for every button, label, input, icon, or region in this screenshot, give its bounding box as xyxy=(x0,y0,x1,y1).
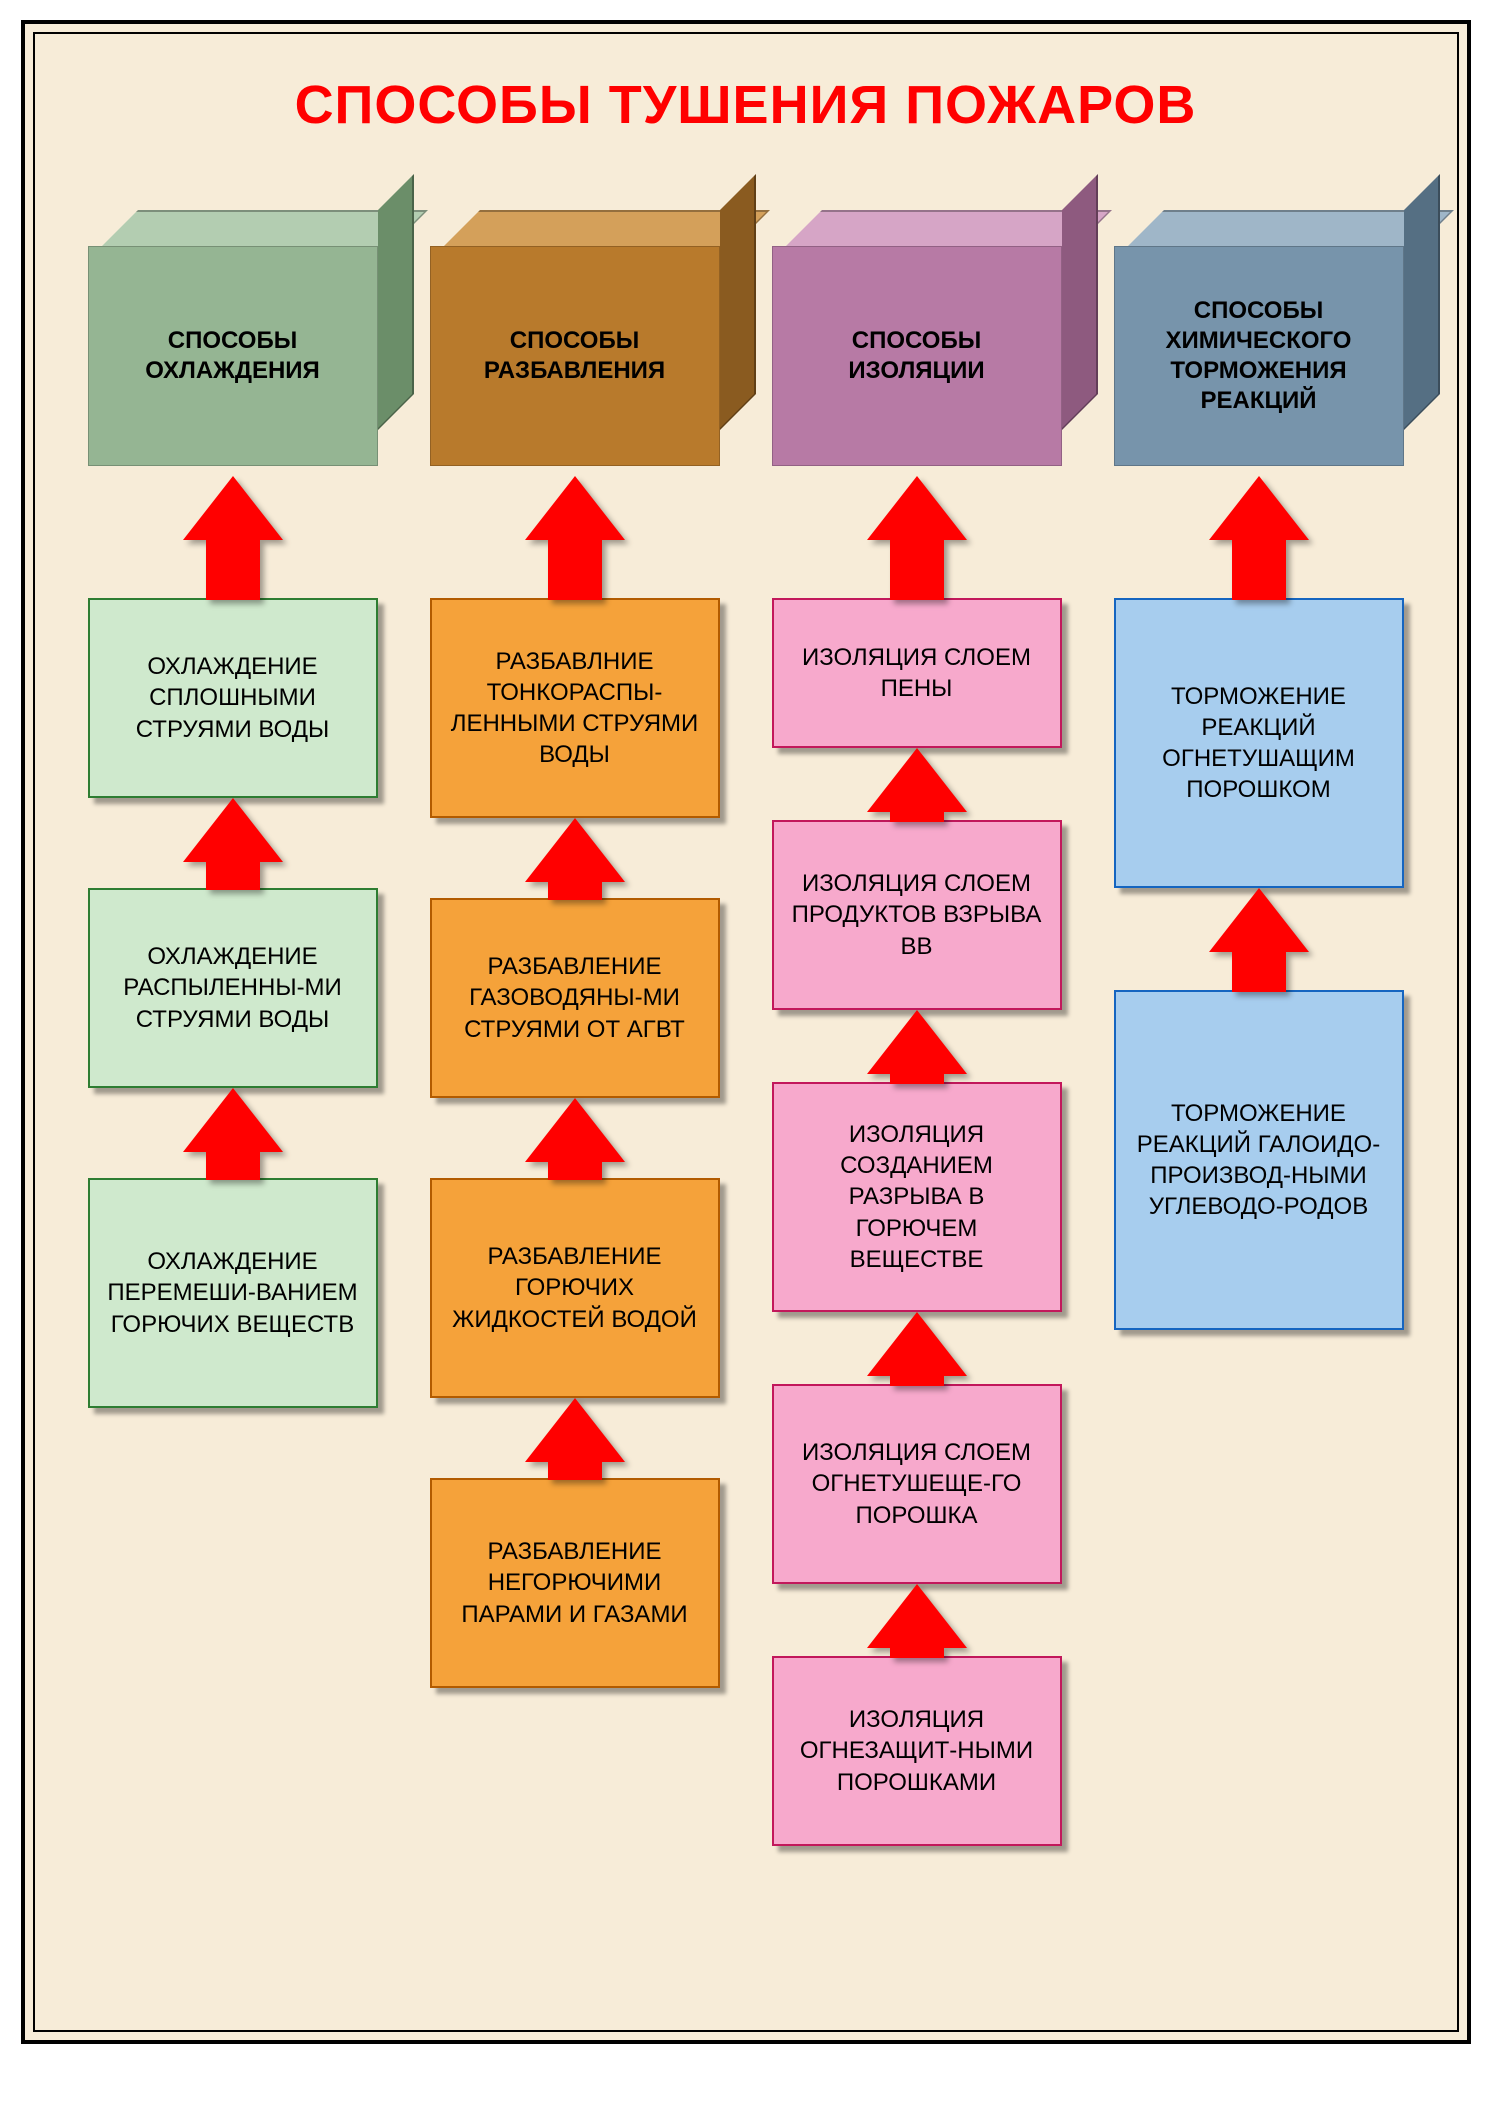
method-box: РАЗБАВЛЕНИЕ НЕГОРЮЧИМИ ПАРАМИ И ГАЗАМИ xyxy=(430,1478,720,1688)
method-box: ТОРМОЖЕНИЕ РЕАКЦИЙ ОГНЕТУШАЩИМ ПОРОШКОМ xyxy=(1114,598,1404,888)
method-box: ИЗОЛЯЦИЯ СЛОЕМ ПЕНЫ xyxy=(772,598,1062,748)
column-header-cooling: СПОСОБЫ ОХЛАЖДЕНИЯ xyxy=(88,246,378,466)
up-arrow-icon xyxy=(890,1584,944,1658)
column-header-isolation: СПОСОБЫ ИЗОЛЯЦИИ xyxy=(772,246,1062,466)
column-header-inhibition: СПОСОБЫ ХИМИЧЕСКОГО ТОРМОЖЕНИЯ РЕАКЦИЙ xyxy=(1114,246,1404,466)
method-box: ТОРМОЖЕНИЕ РЕАКЦИЙ ГАЛОИДО-ПРОИЗВОД-НЫМИ… xyxy=(1114,990,1404,1330)
method-box: ИЗОЛЯЦИЯ ОГНЕЗАЩИТ-НЫМИ ПОРОШКАМИ xyxy=(772,1656,1062,1846)
up-arrow-icon xyxy=(206,1088,260,1180)
column-header-label: СПОСОБЫ ИЗОЛЯЦИИ xyxy=(772,246,1062,466)
inner-frame: СПОСОБЫ ТУШЕНИЯ ПОЖАРОВ СПОСОБЫ ОХЛАЖДЕН… xyxy=(33,32,1459,2032)
column-isolation: СПОСОБЫ ИЗОЛЯЦИИ ИЗОЛЯЦИЯ СЛОЕМ ПЕНЫ ИЗОЛЯ… xyxy=(755,246,1079,1846)
up-arrow-icon xyxy=(890,1010,944,1084)
column-header-label: СПОСОБЫ РАЗБАВЛЕНИЯ xyxy=(430,246,720,466)
column-header-label: СПОСОБЫ ХИМИЧЕСКОГО ТОРМОЖЕНИЯ РЕАКЦИЙ xyxy=(1114,246,1404,466)
up-arrow-icon xyxy=(548,1398,602,1480)
column-header-label: СПОСОБЫ ОХЛАЖДЕНИЯ xyxy=(88,246,378,466)
up-arrow-icon xyxy=(890,1312,944,1386)
method-box: РАЗБАВЛЕНИЕ ГАЗОВОДЯНЫ-МИ СТРУЯМИ ОТ АГВ… xyxy=(430,898,720,1098)
up-arrow-icon xyxy=(890,748,944,822)
up-arrow-icon xyxy=(1232,476,1286,600)
up-arrow-icon xyxy=(548,1098,602,1180)
column-inhibition: СПОСОБЫ ХИМИЧЕСКОГО ТОРМОЖЕНИЯ РЕАКЦИЙ ТО… xyxy=(1097,246,1421,1846)
method-box: РАЗБАВЛЕНИЕ ГОРЮЧИХ ЖИДКОСТЕЙ ВОДОЙ xyxy=(430,1178,720,1398)
column-dilution: СПОСОБЫ РАЗБАВЛЕНИЯ РАЗБАВЛНИЕ ТОНКОРАСПЫ… xyxy=(413,246,737,1846)
page-title: СПОСОБЫ ТУШЕНИЯ ПОЖАРОВ xyxy=(71,74,1421,136)
method-box: ОХЛАЖДЕНИЕ ПЕРЕМЕШИ-ВАНИЕМ ГОРЮЧИХ ВЕЩЕС… xyxy=(88,1178,378,1408)
method-box: ОХЛАЖДЕНИЕ РАСПЫЛЕННЫ-МИ СТРУЯМИ ВОДЫ xyxy=(88,888,378,1088)
up-arrow-icon xyxy=(1232,888,1286,992)
method-box: ИЗОЛЯЦИЯ СОЗДАНИЕМ РАЗРЫВА В ГОРЮЧЕМ ВЕЩ… xyxy=(772,1082,1062,1312)
method-box: ИЗОЛЯЦИЯ СЛОЕМ ОГНЕТУШЕЩЕ-ГО ПОРОШКА xyxy=(772,1384,1062,1584)
up-arrow-icon xyxy=(206,798,260,890)
method-box: ИЗОЛЯЦИЯ СЛОЕМ ПРОДУКТОВ ВЗРЫВА ВВ xyxy=(772,820,1062,1010)
columns-container: СПОСОБЫ ОХЛАЖДЕНИЯ ОХЛАЖДЕНИЕ СПЛОШНЫМИ С… xyxy=(71,246,1421,1846)
column-header-dilution: СПОСОБЫ РАЗБАВЛЕНИЯ xyxy=(430,246,720,466)
up-arrow-icon xyxy=(548,476,602,600)
method-box: ОХЛАЖДЕНИЕ СПЛОШНЫМИ СТРУЯМИ ВОДЫ xyxy=(88,598,378,798)
method-box: РАЗБАВЛНИЕ ТОНКОРАСПЫ-ЛЕННЫМИ СТРУЯМИ ВО… xyxy=(430,598,720,818)
outer-frame: СПОСОБЫ ТУШЕНИЯ ПОЖАРОВ СПОСОБЫ ОХЛАЖДЕН… xyxy=(21,20,1471,2044)
up-arrow-icon xyxy=(890,476,944,600)
column-cooling: СПОСОБЫ ОХЛАЖДЕНИЯ ОХЛАЖДЕНИЕ СПЛОШНЫМИ С… xyxy=(71,246,395,1846)
up-arrow-icon xyxy=(206,476,260,600)
up-arrow-icon xyxy=(548,818,602,900)
